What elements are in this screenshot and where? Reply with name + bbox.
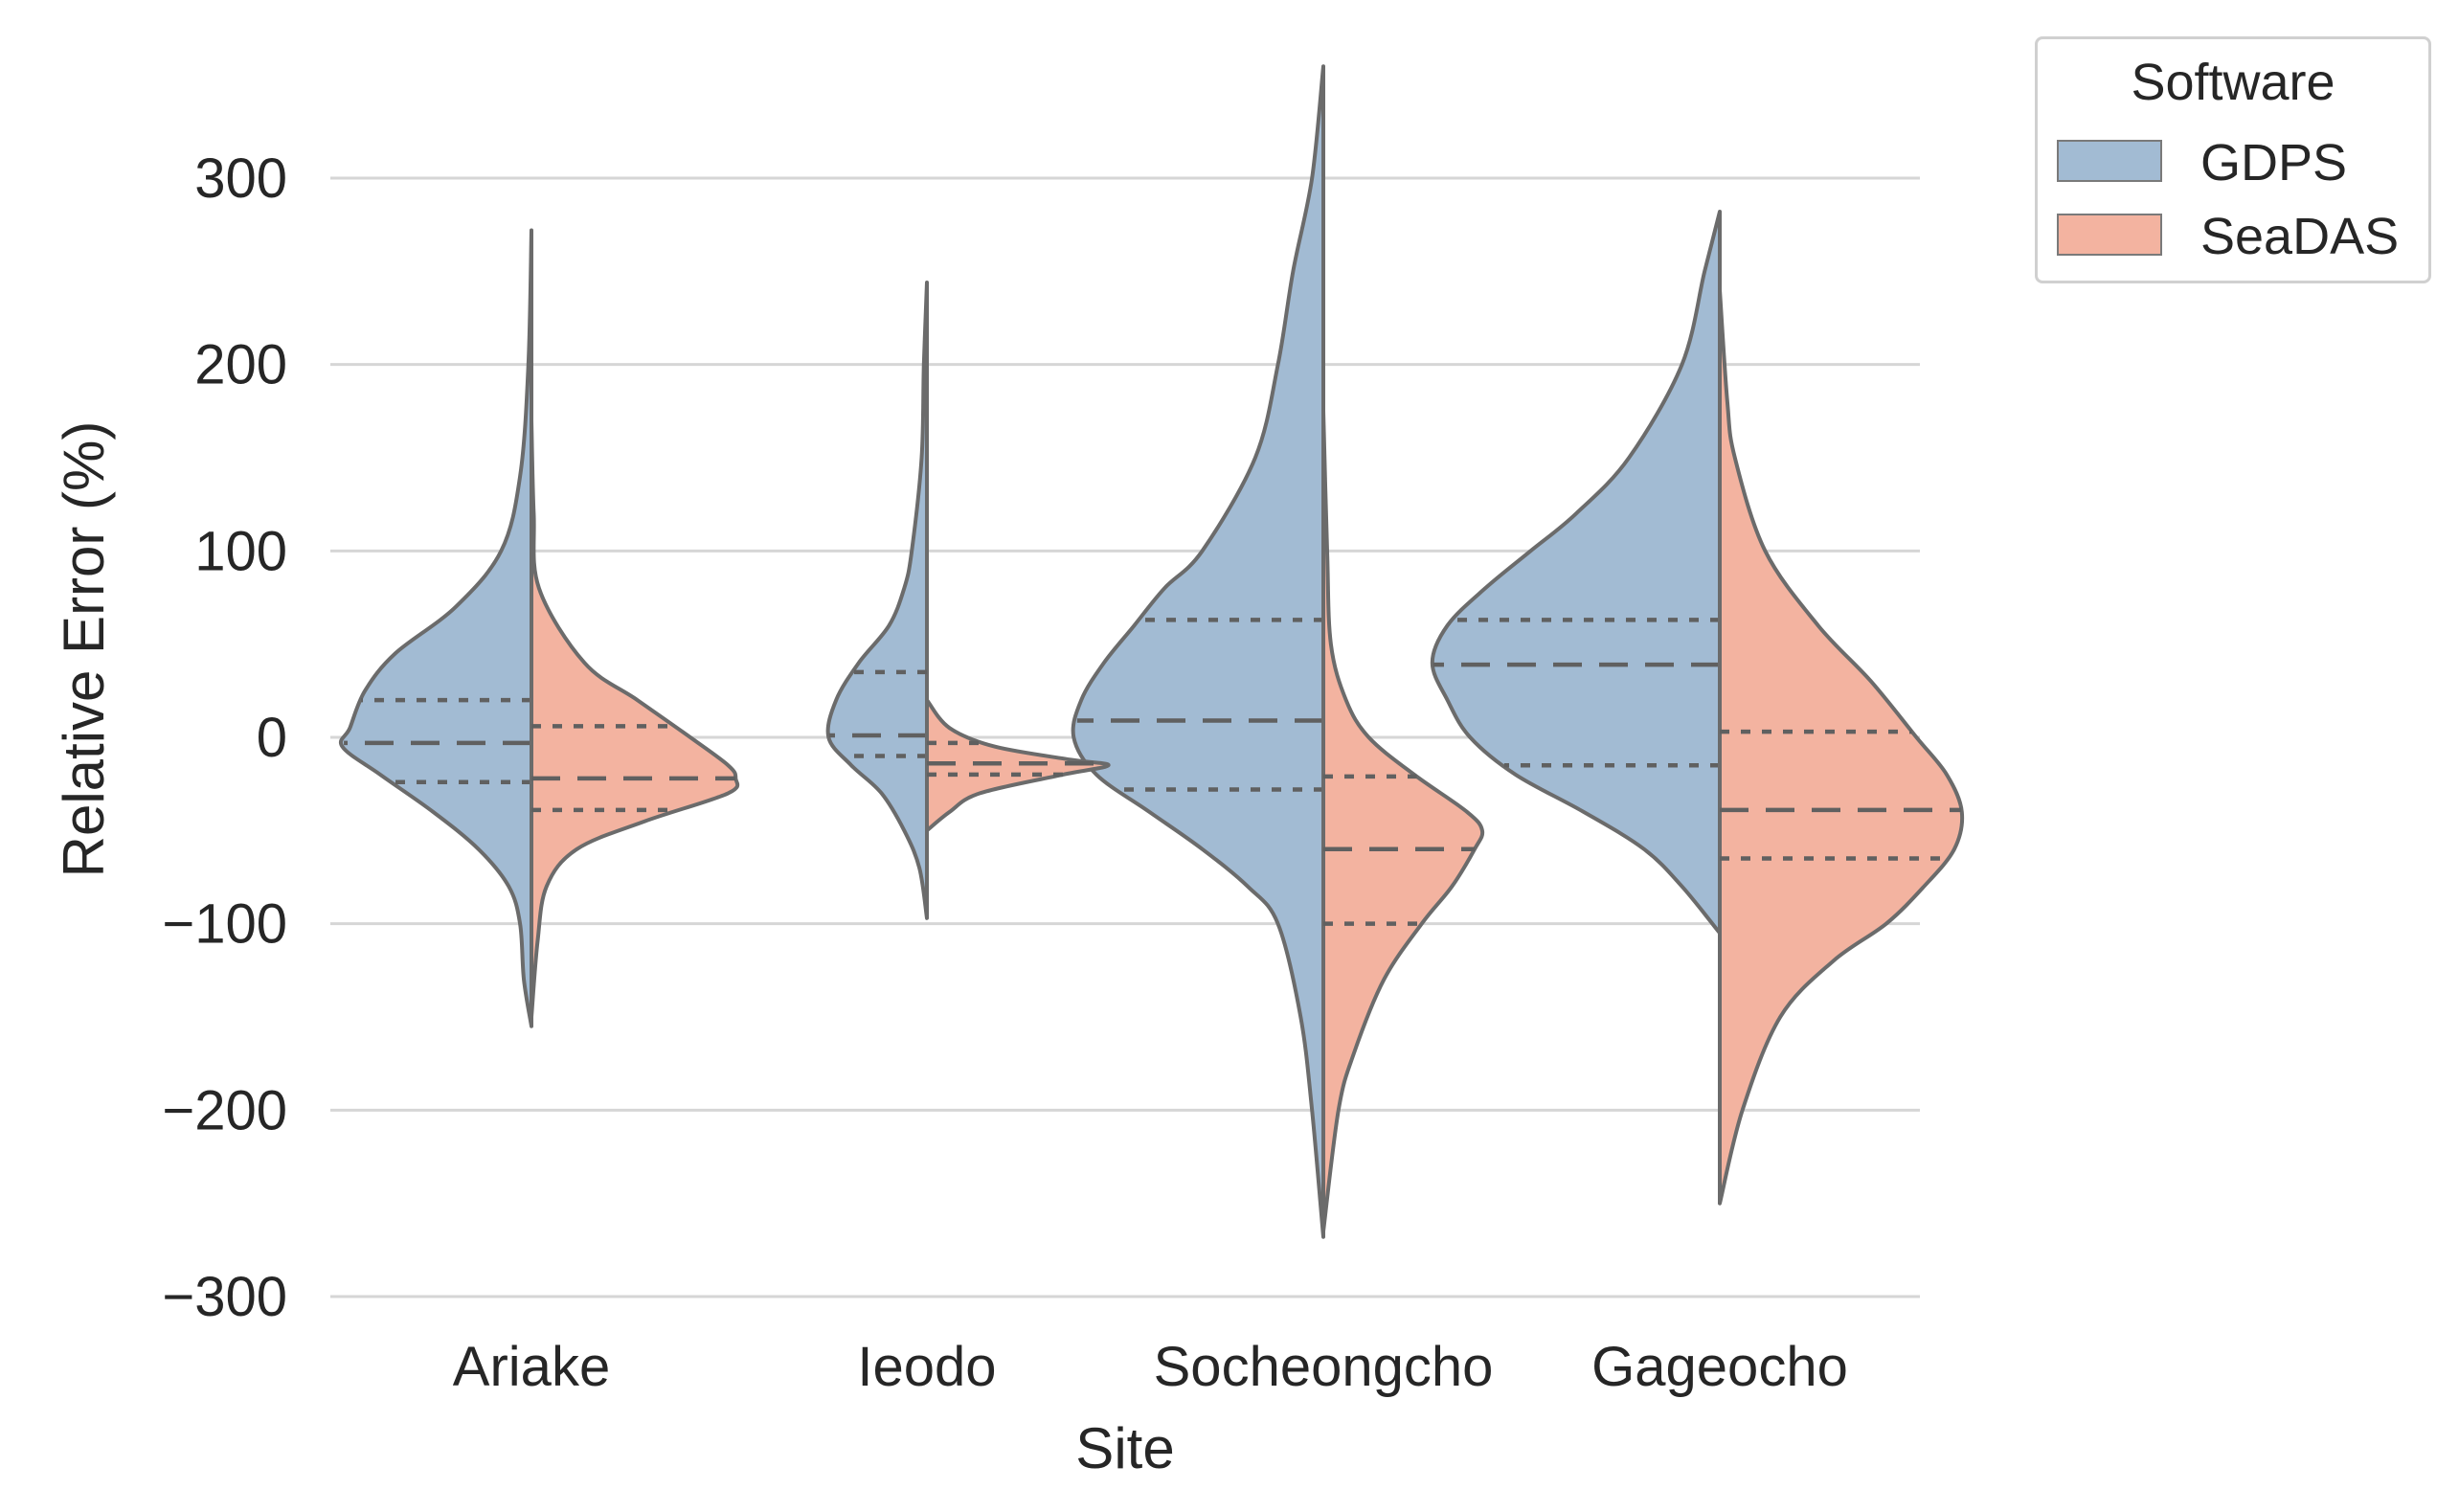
legend-title: Software	[2131, 54, 2335, 111]
legend: Software GDPS SeaDAS	[2035, 36, 2431, 283]
violin-body	[1321, 409, 1485, 1233]
legend-swatch-seadas	[2057, 214, 2162, 256]
y-tick-label: −300	[162, 1266, 287, 1328]
y-tick-label: 300	[194, 147, 287, 210]
legend-swatch-gdps	[2057, 140, 2162, 182]
violin-seadas-socheongcho	[1321, 409, 1485, 1233]
y-axis-title: Relative Error (%)	[52, 421, 116, 878]
y-tick-label: 100	[194, 520, 287, 582]
x-tick-label-ieodo: Ieodo	[857, 1336, 996, 1398]
violin-body	[530, 418, 740, 1019]
violin-plots	[338, 64, 1965, 1239]
x-axis-title: Site	[1075, 1416, 1174, 1480]
violin-body	[825, 281, 929, 920]
violin-body	[338, 228, 533, 1028]
y-tick-label: −200	[162, 1079, 287, 1141]
legend-label-gdps: GDPS	[2200, 134, 2348, 192]
x-tick-label-ariake: Ariake	[453, 1336, 610, 1398]
violin-body	[925, 698, 1111, 833]
x-axis-ticks: Ariake Ieodo Socheongcho Gageocho	[453, 1336, 1848, 1398]
violin-gdps-ariake	[338, 228, 533, 1028]
violin-body	[1430, 210, 1722, 936]
y-tick-label: 0	[257, 707, 287, 769]
violin-body	[1718, 287, 1965, 1206]
y-tick-label: 200	[194, 334, 287, 396]
violin-seadas-ariake	[530, 418, 740, 1019]
violin-gdps-gageocho	[1430, 210, 1722, 936]
violin-gdps-socheongcho	[1071, 64, 1325, 1239]
violin-gdps-ieodo	[825, 281, 929, 920]
x-tick-label-gageocho: Gageocho	[1591, 1336, 1848, 1398]
violin-body	[1071, 64, 1325, 1239]
violin-seadas-ieodo	[925, 698, 1111, 833]
y-axis-ticks: −300 −200 −100 0 100 200 300	[162, 147, 287, 1328]
violin-seadas-gageocho	[1718, 287, 1965, 1206]
x-tick-label-socheongcho: Socheongcho	[1154, 1336, 1494, 1398]
y-tick-label: −100	[162, 893, 287, 956]
legend-label-seadas: SeaDAS	[2200, 208, 2400, 265]
